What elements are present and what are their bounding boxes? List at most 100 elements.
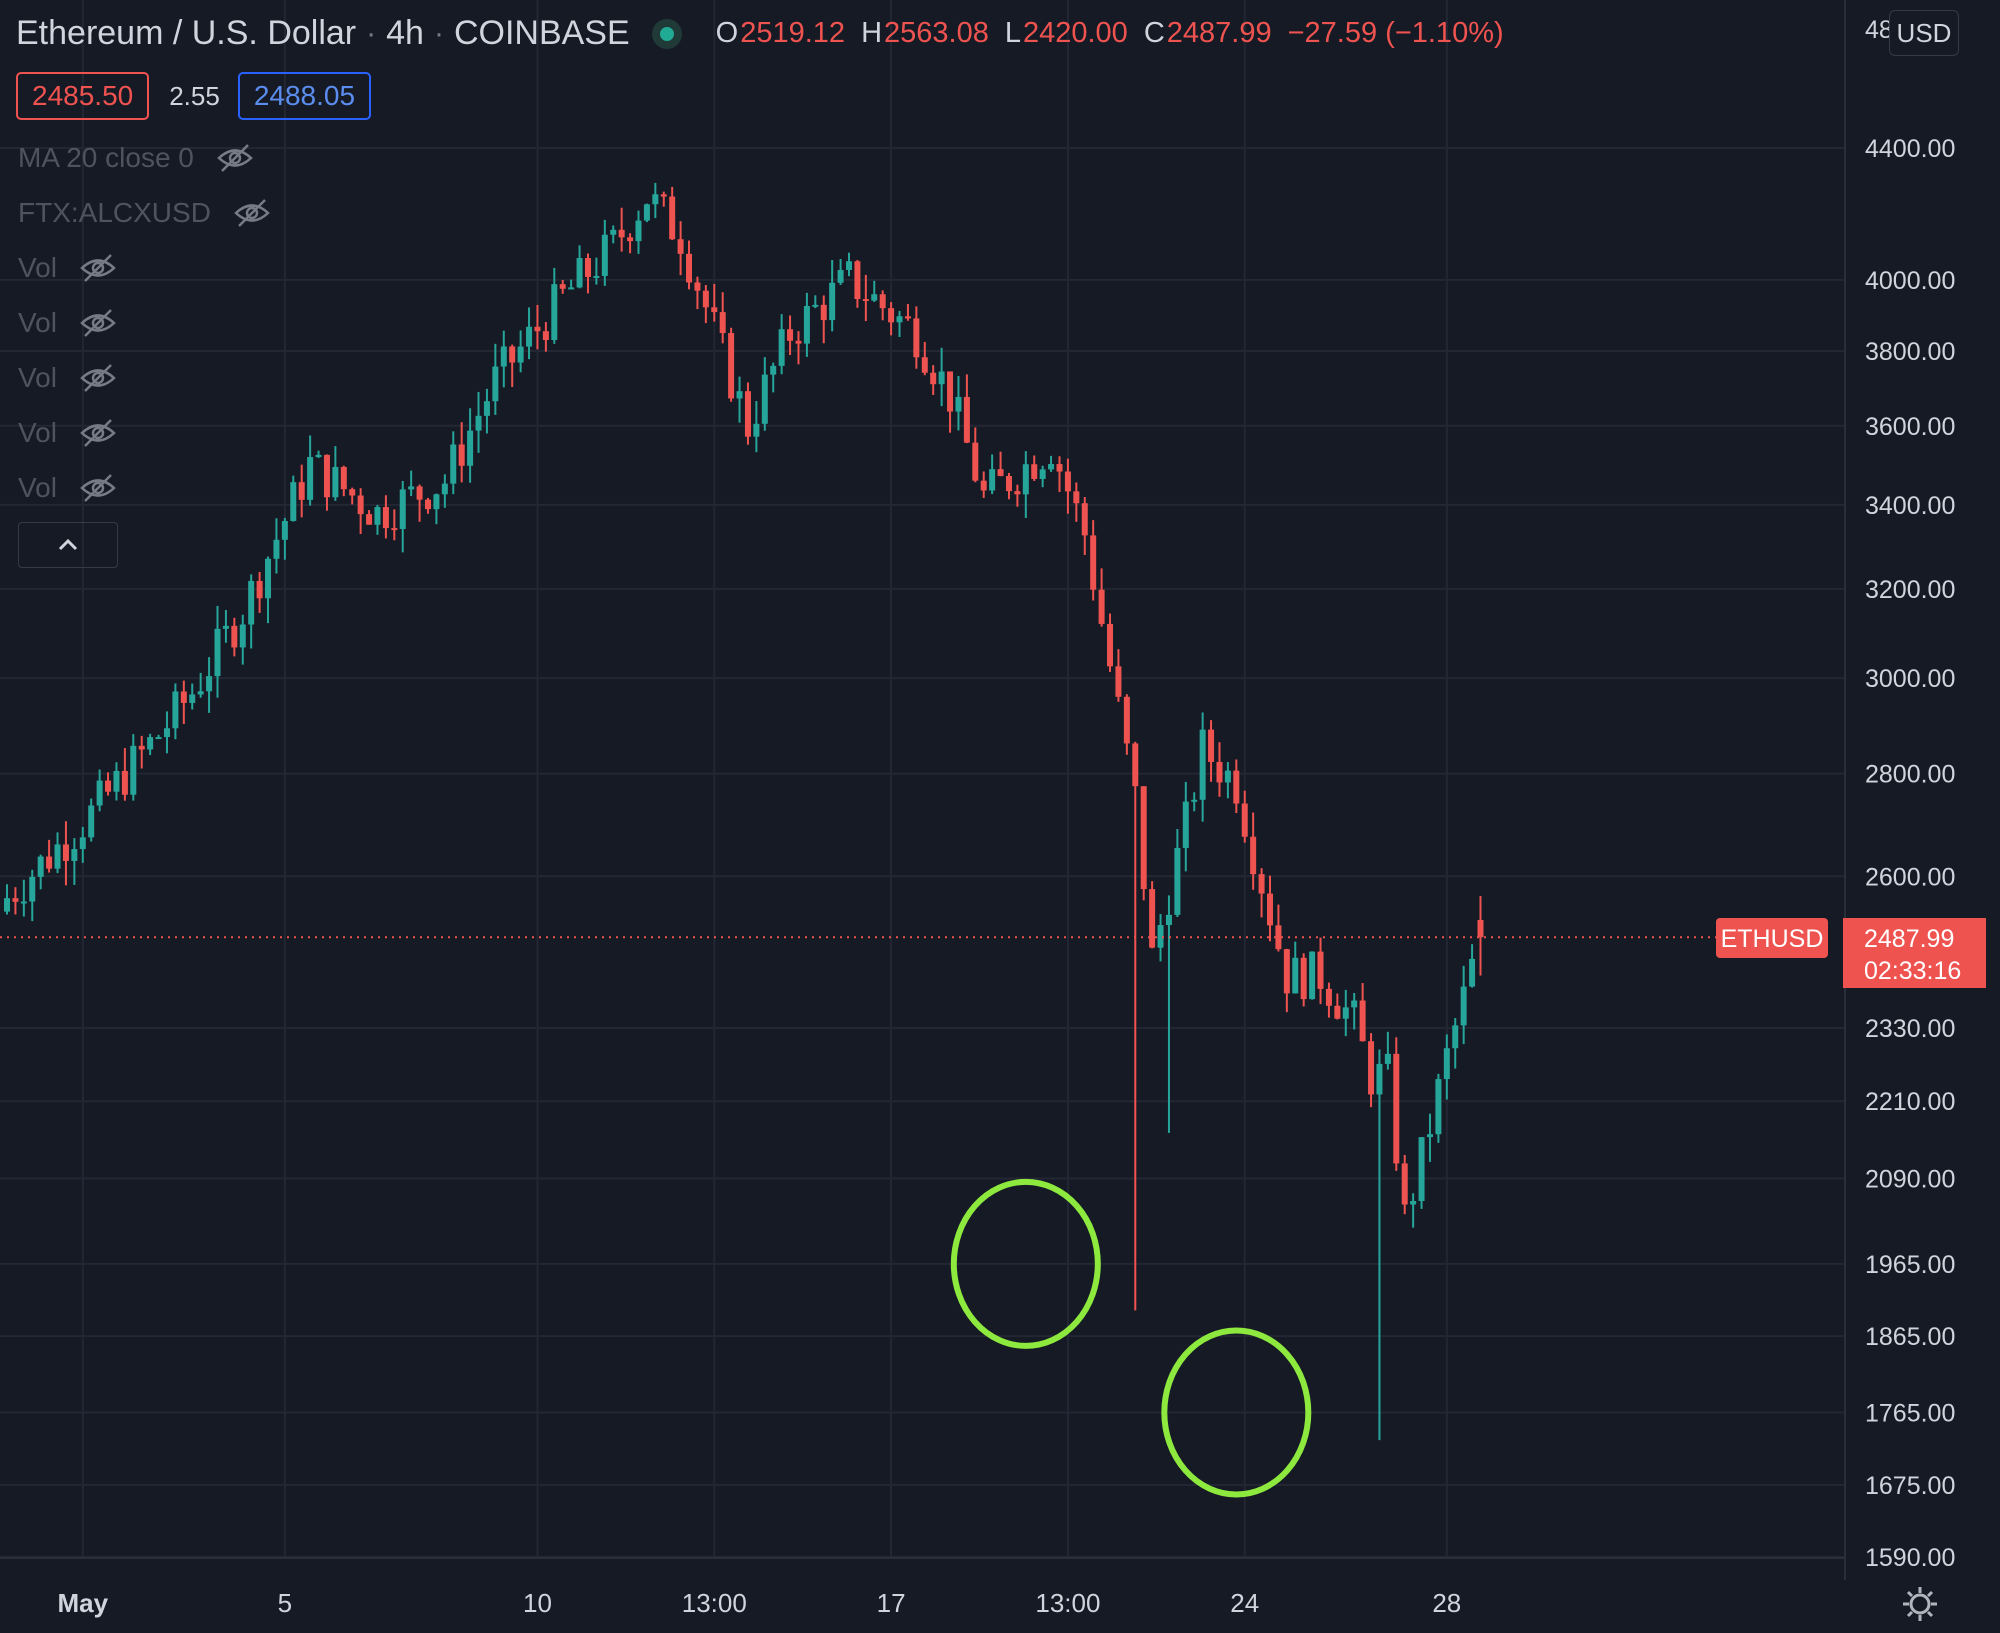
eye-hidden-icon[interactable] — [233, 198, 271, 228]
candle-body — [1317, 951, 1324, 989]
candle-body — [669, 196, 676, 240]
collapse-legend-button[interactable] — [18, 522, 118, 568]
price-tick-label: 1590.00 — [1865, 1544, 1955, 1572]
candle-body — [273, 539, 280, 559]
candle-body — [1418, 1137, 1425, 1201]
indicator-vol[interactable]: Vol — [18, 307, 117, 339]
indicator-vol[interactable]: Vol — [18, 472, 117, 504]
eye-hidden-icon[interactable] — [79, 418, 117, 448]
candle-body — [441, 483, 448, 495]
candle-body — [568, 287, 575, 290]
candle-body — [989, 469, 996, 491]
candle-body — [222, 625, 229, 629]
candle-body — [256, 580, 263, 599]
candle-body — [854, 261, 861, 300]
indicator-vol[interactable]: Vol — [18, 252, 117, 284]
candle-body — [1275, 925, 1282, 950]
indicator-ftx-alcxusd[interactable]: FTX:ALCXUSD — [18, 197, 271, 229]
time-tick-label: 5 — [278, 1588, 292, 1618]
candle-body — [1309, 951, 1316, 1000]
candle-body — [4, 898, 10, 912]
candle-body — [896, 316, 903, 323]
indicator-vol[interactable]: Vol — [18, 417, 117, 449]
candle-body — [711, 307, 718, 313]
settings-gear-icon[interactable] — [1900, 1584, 1940, 1624]
time-tick-label: 28 — [1432, 1588, 1461, 1618]
candle-body — [694, 282, 701, 291]
candle-body — [1039, 469, 1046, 479]
time-axis[interactable]: May 5 10 13:00 17 13:00 24 28 — [57, 1588, 1461, 1618]
eye-hidden-icon[interactable] — [216, 143, 254, 173]
last-price-label: ETHUSD 2487.99 02:33:16 — [1716, 918, 1986, 988]
candle-body — [913, 318, 920, 358]
candle-body — [871, 294, 878, 301]
candle-body — [921, 357, 928, 373]
sell-price-button[interactable]: 2485.50 — [16, 72, 150, 120]
candlestick-series — [4, 182, 1484, 1441]
candle-body — [1157, 925, 1164, 948]
eye-hidden-icon[interactable] — [79, 363, 117, 393]
candle-body — [265, 558, 272, 599]
candle-body — [601, 234, 608, 276]
candle-body — [315, 454, 322, 458]
candle-body — [138, 745, 145, 750]
candle-body — [1342, 1007, 1349, 1019]
candle-body — [500, 346, 507, 367]
candle-body — [248, 580, 255, 625]
candle-body — [475, 415, 482, 431]
candle-body — [1064, 471, 1071, 492]
candle-body — [559, 284, 566, 289]
candle-body — [963, 396, 970, 443]
indicator-label: Vol — [18, 417, 57, 448]
candle-body — [795, 340, 802, 344]
candle-body — [366, 514, 373, 525]
candle-body — [1300, 957, 1307, 1000]
candle-body — [660, 194, 667, 197]
candle-body — [888, 308, 895, 323]
candle-body — [551, 284, 558, 340]
price-axis[interactable]: 4400.00 4000.00 3800.00 3600.00 3400.00 3200.… — [1865, 16, 1955, 1572]
candle-body — [1250, 836, 1257, 875]
candle-body — [467, 430, 474, 466]
candle-body — [879, 294, 886, 309]
time-tick-label: 10 — [523, 1588, 552, 1618]
symbol-legend[interactable]: Ethereum / U.S. Dollar · 4h · COINBASE O… — [16, 14, 1504, 53]
chevron-up-icon — [58, 538, 78, 551]
candle-body — [1005, 475, 1012, 492]
candle-body — [820, 304, 827, 321]
indicator-label: Vol — [18, 472, 57, 503]
currency-button[interactable]: USD — [1889, 10, 1959, 56]
eye-hidden-icon[interactable] — [79, 308, 117, 338]
buy-price-button[interactable]: 2488.05 — [237, 72, 372, 120]
candle-body — [1435, 1079, 1442, 1135]
annotation-layer — [950, 1178, 1312, 1498]
candle-body — [955, 396, 962, 412]
indicator-vol[interactable]: Vol — [18, 362, 117, 394]
candle-body — [1073, 491, 1080, 504]
candle-body — [71, 849, 78, 861]
candle-body — [610, 229, 617, 235]
bar-countdown: 02:33:16 — [1864, 957, 1961, 985]
candle-body — [1443, 1048, 1450, 1080]
price-tick-label: 3600.00 — [1865, 413, 1955, 441]
interval-label[interactable]: 4h — [386, 14, 424, 52]
candle-body — [1165, 914, 1172, 926]
price-change: −27.59 (−1.10%) — [1287, 17, 1504, 49]
candle-body — [972, 442, 979, 481]
ohlc-close: C2487.99 — [1143, 17, 1272, 49]
candle-body — [433, 494, 440, 510]
eye-hidden-icon[interactable] — [79, 473, 117, 503]
time-tick-label: 13:00 — [1035, 1588, 1100, 1618]
live-status-icon[interactable] — [651, 18, 682, 49]
candle-body — [803, 305, 810, 344]
candle-body — [1283, 949, 1290, 994]
price-tick-label: 2330.00 — [1865, 1015, 1955, 1043]
candle-body — [349, 489, 356, 496]
indicator-ma20[interactable]: MA 20 close 0 — [18, 142, 254, 174]
candle-body — [96, 780, 103, 806]
candle-body — [1123, 696, 1130, 744]
candle-body — [231, 625, 238, 648]
eye-hidden-icon[interactable] — [79, 253, 117, 283]
symbol-name[interactable]: Ethereum / U.S. Dollar — [16, 14, 357, 52]
